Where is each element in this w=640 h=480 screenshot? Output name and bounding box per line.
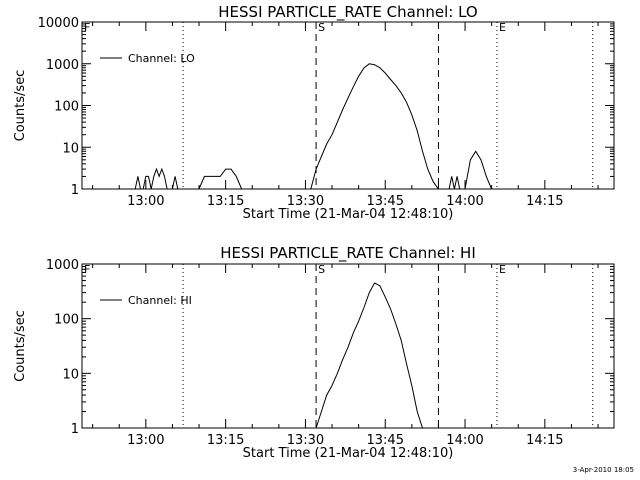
chart-panel-2: HESSI PARTICLE_RATE Channel: HI Start Tim…: [13, 244, 615, 461]
marker-label: F: [84, 21, 90, 34]
chart-title: HESSI PARTICLE_RATE Channel: HI: [220, 244, 476, 263]
chart-title: HESSI PARTICLE_RATE Channel: LO: [218, 3, 477, 22]
footer-date: 3-Apr-2010 18:05: [572, 466, 634, 474]
legend-entry: Channel: HI: [128, 294, 192, 307]
x-axis-label: Start Time (21-Mar-04 12:48:10): [243, 446, 454, 461]
x-tick-label: 13:15: [207, 194, 244, 209]
x-tick-label: 13:45: [367, 433, 404, 448]
y-tick-label: 100: [54, 313, 79, 328]
y-tick-label: 1: [71, 183, 79, 198]
y-tick-label: 100: [54, 100, 79, 115]
y-tick-label: 10: [62, 367, 79, 382]
y-tick-label: 1000: [46, 258, 79, 273]
y-axis-label: Counts/sec: [13, 310, 28, 382]
x-tick-label: 13:00: [127, 194, 164, 209]
marker-label: F: [84, 263, 90, 276]
x-tick-label: 14:00: [446, 433, 483, 448]
y-axis-label: Counts/sec: [13, 70, 28, 142]
x-tick-label: 14:15: [526, 433, 563, 448]
x-tick-label: 13:15: [207, 433, 244, 448]
x-tick-label: 14:15: [526, 194, 563, 209]
series-line-1: [315, 282, 423, 429]
plot-frame: [81, 21, 615, 190]
x-tick-label: 13:30: [287, 194, 324, 209]
series-line-1: [134, 63, 493, 190]
marker-label: S: [318, 21, 325, 34]
x-axis-label: Start Time (21-Mar-04 12:48:10): [243, 207, 454, 222]
x-tick-label: 13:30: [287, 433, 324, 448]
plot-frame: [81, 263, 615, 429]
x-tick-label: 13:45: [367, 194, 404, 209]
y-tick-label: 10: [62, 141, 79, 156]
chart-panel-1: HESSI PARTICLE_RATE Channel: LO Start Tim…: [13, 3, 615, 222]
y-tick-label: 1: [71, 422, 79, 437]
marker-label: E: [499, 263, 506, 276]
x-tick-label: 13:00: [127, 433, 164, 448]
marker-label: E: [499, 21, 506, 34]
y-tick-label: 10000: [38, 16, 79, 31]
y-tick-label: 1000: [46, 58, 79, 73]
marker-label: S: [318, 263, 325, 276]
x-tick-label: 14:00: [446, 194, 483, 209]
legend-entry: Channel: LO: [128, 52, 195, 65]
